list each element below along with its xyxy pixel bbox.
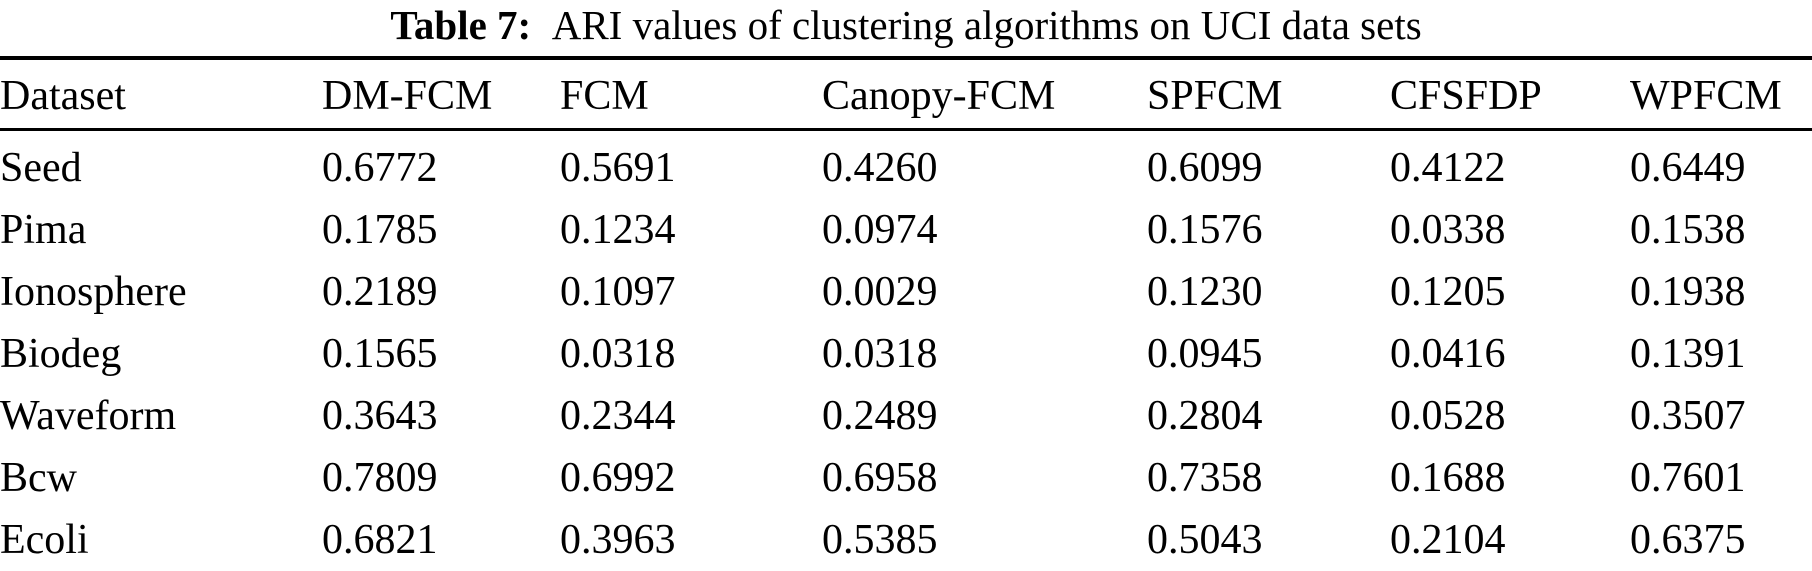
value-wpfcm: 0.1938: [1630, 269, 1746, 315]
value-cfsfdp: 0.0416: [1390, 331, 1506, 377]
value-spfcm: 0.0945: [1147, 331, 1263, 377]
value-fcm: 0.1097: [560, 269, 676, 315]
value-fcm: 0.2344: [560, 393, 676, 439]
table-caption-text-inner: ARI values of clustering algorithms on U…: [551, 2, 1422, 48]
value-dm-fcm: 0.2189: [322, 269, 438, 315]
dataset-name: Ecoli: [0, 517, 89, 563]
value-cfsfdp: 0.4122: [1390, 145, 1506, 191]
table-row: Ecoli 0.6821 0.3963 0.5385 0.5043 0.2104…: [0, 509, 1812, 571]
column-header-fcm: FCM: [560, 58, 822, 131]
value-wpfcm: 0.7601: [1630, 455, 1746, 501]
value-fcm: 0.3963: [560, 517, 676, 563]
value-canopy-fcm: 0.0974: [822, 207, 938, 253]
dataset-name: Ionosphere: [0, 269, 187, 315]
value-spfcm: 0.7358: [1147, 455, 1263, 501]
value-canopy-fcm: 0.2489: [822, 393, 938, 439]
dataset-name: Biodeg: [0, 331, 122, 377]
dataset-name: Bcw: [0, 455, 77, 501]
table-row: Bcw 0.7809 0.6992 0.6958 0.7358 0.1688 0…: [0, 447, 1812, 509]
header-row: Dataset DM-FCM FCM Canopy-FCM SPFCM CFSF…: [0, 58, 1812, 131]
value-canopy-fcm: 0.0318: [822, 331, 938, 377]
value-cfsfdp: 0.2104: [1390, 517, 1506, 563]
value-dm-fcm: 0.6821: [322, 517, 438, 563]
value-dm-fcm: 0.7809: [322, 455, 438, 501]
value-spfcm: 0.5043: [1147, 517, 1263, 563]
value-dm-fcm: 0.1565: [322, 331, 438, 377]
value-cfsfdp: 0.1688: [1390, 455, 1506, 501]
dataset-name: Waveform: [0, 393, 177, 439]
column-header-wpfcm: WPFCM: [1630, 58, 1812, 131]
value-wpfcm: 0.3507: [1630, 393, 1746, 439]
value-canopy-fcm: 0.6958: [822, 455, 938, 501]
value-spfcm: 0.1230: [1147, 269, 1263, 315]
value-fcm: 0.1234: [560, 207, 676, 253]
table-row: Pima 0.1785 0.1234 0.0974 0.1576 0.0338 …: [0, 199, 1812, 261]
value-canopy-fcm: 0.0029: [822, 269, 938, 315]
value-wpfcm: 0.1391: [1630, 331, 1746, 377]
value-spfcm: 0.2804: [1147, 393, 1263, 439]
table-row: Ionosphere 0.2189 0.1097 0.0029 0.1230 0…: [0, 261, 1812, 323]
column-header-cfsfdp: CFSFDP: [1390, 58, 1630, 131]
column-header-dm-fcm: DM-FCM: [322, 58, 560, 131]
value-canopy-fcm: 0.5385: [822, 517, 938, 563]
value-canopy-fcm: 0.4260: [822, 145, 938, 191]
value-fcm: 0.6992: [560, 455, 676, 501]
value-dm-fcm: 0.3643: [322, 393, 438, 439]
column-header-spfcm: SPFCM: [1147, 58, 1390, 131]
dataset-name: Seed: [0, 145, 82, 191]
column-header-canopy-fcm: Canopy-FCM: [822, 58, 1147, 131]
value-fcm: 0.0318: [560, 331, 676, 377]
value-wpfcm: 0.6449: [1630, 145, 1746, 191]
value-wpfcm: 0.1538: [1630, 207, 1746, 253]
value-dm-fcm: 0.1785: [322, 207, 438, 253]
value-cfsfdp: 0.0528: [1390, 393, 1506, 439]
value-cfsfdp: 0.1205: [1390, 269, 1506, 315]
value-wpfcm: 0.6375: [1630, 517, 1746, 563]
value-cfsfdp: 0.0338: [1390, 207, 1506, 253]
table-caption-label: Table 7:: [390, 2, 532, 48]
value-fcm: 0.5691: [560, 145, 676, 191]
value-spfcm: 0.6099: [1147, 145, 1263, 191]
column-header-dataset: Dataset: [0, 58, 322, 131]
value-dm-fcm: 0.6772: [322, 145, 438, 191]
table-row: Seed 0.6772 0.5691 0.4260 0.6099 0.4122 …: [0, 130, 1812, 200]
ari-results-table: Dataset DM-FCM FCM Canopy-FCM SPFCM CFSF…: [0, 56, 1812, 571]
table-caption-text: ARI values of clustering algorithms on U…: [541, 2, 1422, 48]
value-spfcm: 0.1576: [1147, 207, 1263, 253]
dataset-name: Pima: [0, 207, 87, 253]
table-row: Biodeg 0.1565 0.0318 0.0318 0.0945 0.041…: [0, 323, 1812, 385]
table-row: Waveform 0.3643 0.2344 0.2489 0.2804 0.0…: [0, 385, 1812, 447]
table-caption: Table 7: ARI values of clustering algori…: [0, 0, 1812, 56]
